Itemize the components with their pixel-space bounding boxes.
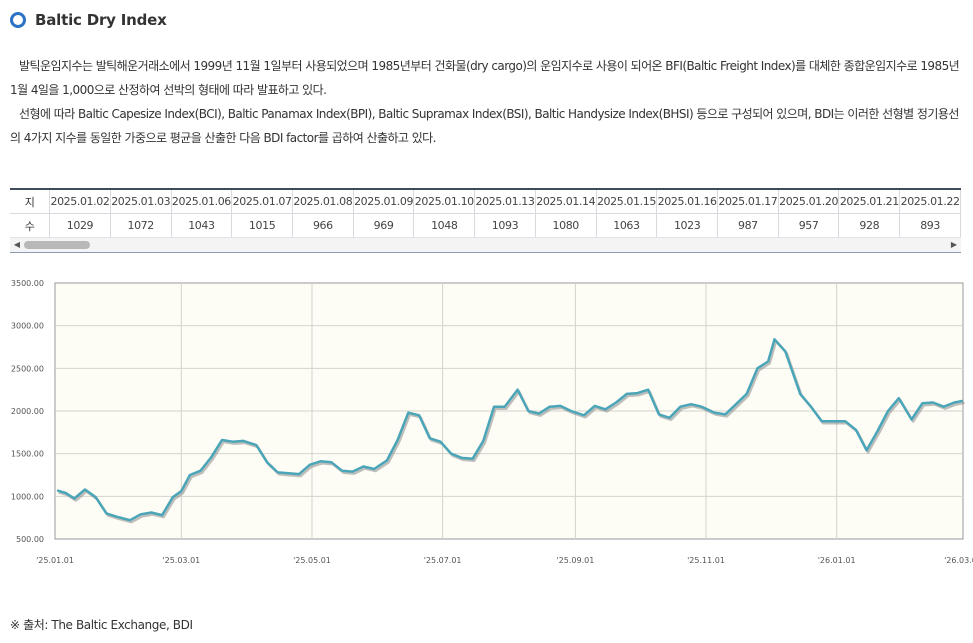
x-tick-label: '26.03.01 xyxy=(944,556,973,565)
scroll-left-arrow-icon[interactable]: ◀ xyxy=(13,240,21,249)
x-tick-label: '25.07.01 xyxy=(424,556,462,565)
y-tick-label: 1000.00 xyxy=(11,492,44,501)
value-cell: 893 xyxy=(899,213,961,237)
value-cell: 1048 xyxy=(413,213,476,237)
circle-bullet-icon xyxy=(10,12,26,28)
page-title: Baltic Dry Index xyxy=(35,11,167,29)
description: 발틱운임지수는 발틱해운거래소에서 1999년 11월 1일부터 사용되었으며 … xyxy=(10,54,968,150)
value-cell: 957 xyxy=(778,213,840,237)
date-cell: 2025.01.17 xyxy=(717,190,779,214)
value-cell: 1015 xyxy=(231,213,293,237)
x-tick-label: '26.01.01 xyxy=(818,556,856,565)
source-note: ※ 출처: The Baltic Exchange, BDI xyxy=(10,618,193,632)
value-cell: 1063 xyxy=(596,213,658,237)
value-cell: 1043 xyxy=(171,213,233,237)
y-tick-label: 2000.00 xyxy=(11,407,44,416)
value-cell: 966 xyxy=(292,213,354,237)
y-tick-label: 2500.00 xyxy=(11,364,44,373)
index-data-table: 지 2025.01.02 2025.01.03 2025.01.06 2025.… xyxy=(10,188,961,253)
date-row: 지 2025.01.02 2025.01.03 2025.01.06 2025.… xyxy=(10,190,961,214)
date-cell: 2025.01.13 xyxy=(474,190,536,214)
date-cell: 2025.01.07 xyxy=(231,190,293,214)
value-cell: 987 xyxy=(717,213,779,237)
section-header: Baltic Dry Index xyxy=(10,10,167,30)
date-cell: 2025.01.14 xyxy=(535,190,597,214)
value-cell: 1080 xyxy=(535,213,597,237)
value-cell: 1029 xyxy=(49,213,111,237)
series-line-bdi xyxy=(56,338,964,522)
date-cell: 2025.01.10 xyxy=(413,190,476,214)
date-cell: 2025.01.15 xyxy=(596,190,658,214)
date-cell: 2025.01.08 xyxy=(292,190,354,214)
description-paragraph-2: 선형에 따라 Baltic Capesize Index(BCI), Balti… xyxy=(10,107,959,145)
date-cell: 2025.01.02 xyxy=(49,190,111,214)
date-row-label: 지 xyxy=(10,190,51,214)
horizontal-scrollbar[interactable]: ◀ ▶ xyxy=(10,237,961,252)
x-tick-label: '25.01.01 xyxy=(36,556,74,565)
bdi-line-chart: 3500.00 3000.00 2500.00 2000.00 1500.00 1000.… xyxy=(11,279,973,565)
value-cell: 1072 xyxy=(110,213,172,237)
value-cell: 969 xyxy=(353,213,415,237)
scrollbar-thumb[interactable] xyxy=(24,241,90,249)
y-tick-label: 3000.00 xyxy=(11,322,44,331)
date-cell: 2025.01.06 xyxy=(171,190,233,214)
x-tick-label: '25.09.01 xyxy=(556,556,594,565)
value-row-label: 수 xyxy=(10,213,51,237)
date-cell: 2025.01.22 xyxy=(899,190,961,214)
date-cell: 2025.01.03 xyxy=(110,190,172,214)
y-tick-label: 500.00 xyxy=(16,535,44,544)
x-tick-label: '25.11.01 xyxy=(687,556,725,565)
date-cell: 2025.01.21 xyxy=(838,190,901,214)
index-table: 지 2025.01.02 2025.01.03 2025.01.06 2025.… xyxy=(10,190,961,237)
date-cell: 2025.01.09 xyxy=(353,190,415,214)
y-tick-label: 1500.00 xyxy=(11,450,44,459)
y-tick-label: 3500.00 xyxy=(11,279,44,288)
value-row: 수 1029 1072 1043 1015 966 969 1048 1093 … xyxy=(10,213,961,237)
date-cell: 2025.01.20 xyxy=(778,190,840,214)
date-cell: 2025.01.16 xyxy=(656,190,719,214)
x-tick-label: '25.05.01 xyxy=(293,556,331,565)
description-paragraph-1: 발틱운임지수는 발틱해운거래소에서 1999년 11월 1일부터 사용되었으며 … xyxy=(10,59,960,97)
x-tick-label: '25.03.01 xyxy=(162,556,200,565)
value-cell: 928 xyxy=(838,213,901,237)
value-cell: 1093 xyxy=(474,213,536,237)
scroll-right-arrow-icon[interactable]: ▶ xyxy=(950,240,958,249)
value-cell: 1023 xyxy=(656,213,719,237)
